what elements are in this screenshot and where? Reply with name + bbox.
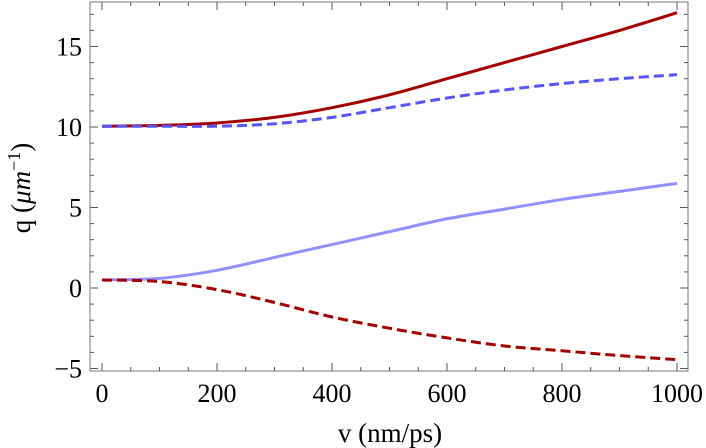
plot-frame [89,1,689,372]
y-tick-label: 5 [69,194,82,223]
series-line-lower-dashed [101,278,678,362]
series-lines [101,11,678,362]
tick-labels: 0 200 400 600 800 1000 −5 0 5 10 15 [54,33,703,409]
x-tick-label: 600 [428,379,467,408]
x-tick-label: 0 [96,379,109,408]
y-tick-label: −5 [54,355,82,384]
x-tick-label: 1000 [651,379,703,408]
series-line-upper-dashed [102,73,678,128]
series-line-lower-solid [101,181,678,282]
x-tick-label: 400 [313,379,352,408]
x-tick-label: 800 [543,379,582,408]
ticks [90,2,688,371]
y-tick-label: 15 [56,33,82,62]
series-line-upper-solid [101,11,678,128]
x-tick-label: 200 [198,379,237,408]
y-tick-label: 0 [69,274,82,303]
y-axis-label: q (μm−1) [4,143,36,233]
x-axis-label: v (nm/ps) [338,418,442,448]
y-tick-label: 10 [56,113,82,142]
